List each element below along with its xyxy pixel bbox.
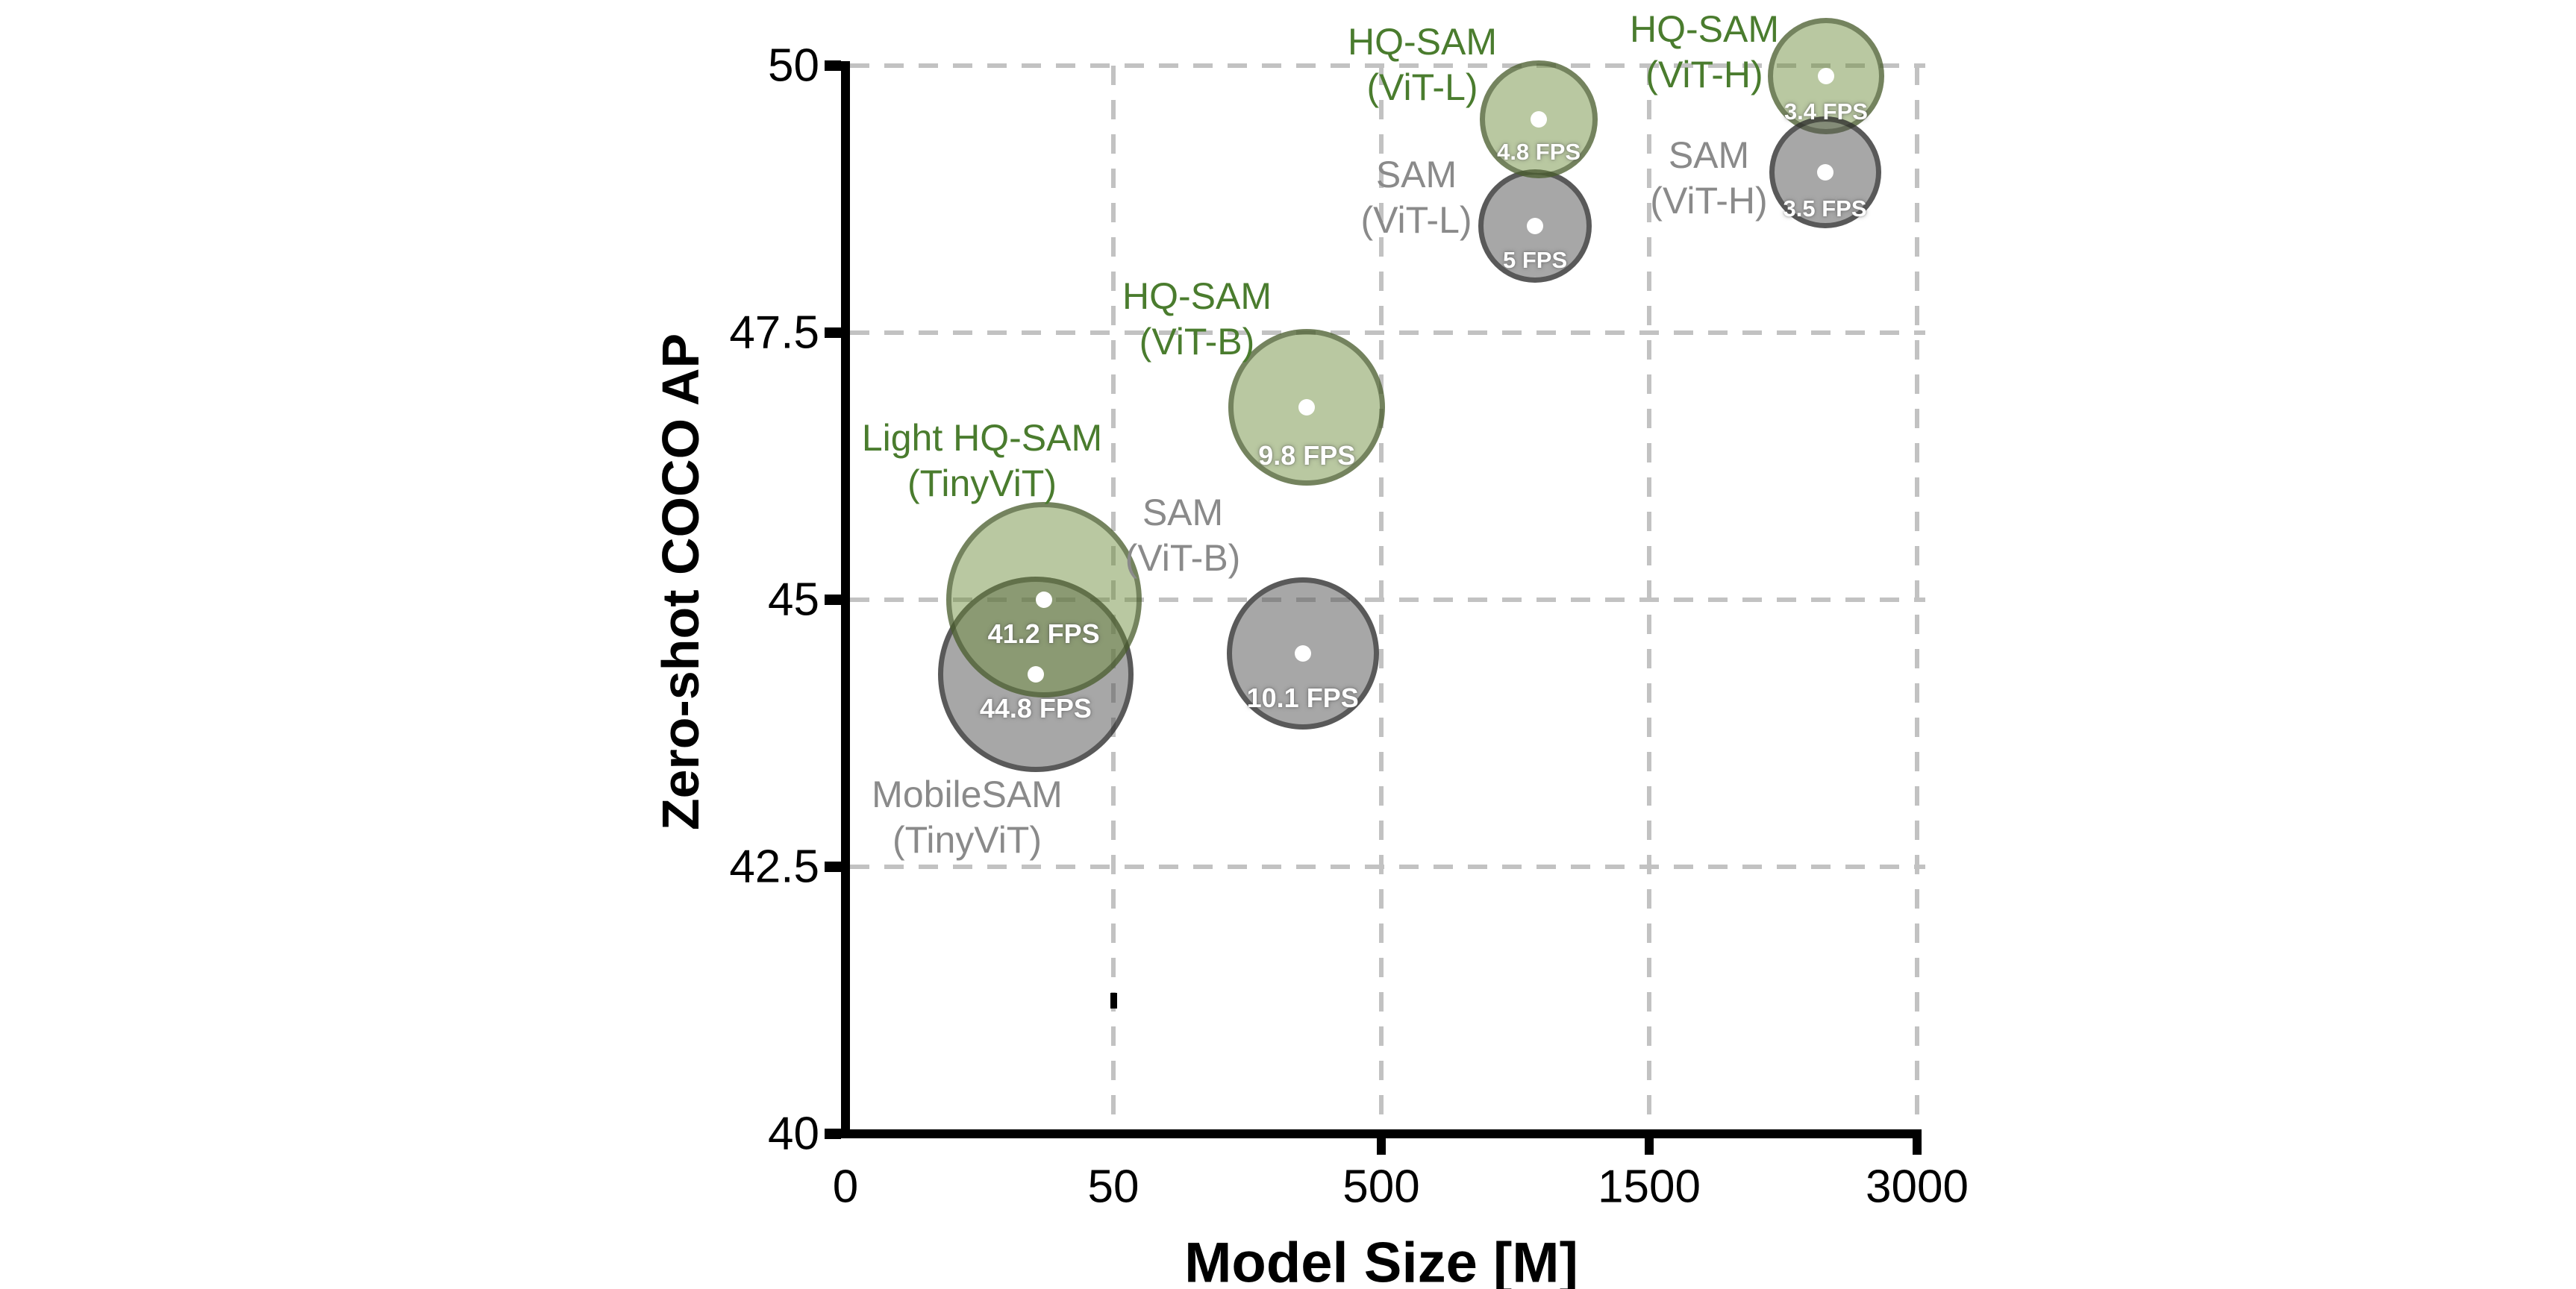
bubble-center-dot-hq-sam-vit-h (1817, 68, 1834, 85)
fps-label-light-hq-sam: 41.2 FPS (987, 618, 1100, 649)
y-tick-label-45: 45 (768, 574, 819, 626)
y-tick-40 (825, 1129, 841, 1139)
x-axis-title: Model Size [M] (1184, 1231, 1578, 1289)
y-tick-label-40: 40 (768, 1108, 819, 1160)
x-tick-label-50: 50 (1087, 1161, 1139, 1213)
bubble-center-dot-sam-vit-h (1816, 164, 1833, 181)
y-tick-47.5 (825, 327, 841, 338)
model-label-sam-vit-h: SAM (ViT-H) (1650, 134, 1768, 222)
model-label-sam-vit-b: SAM (ViT-B) (1125, 492, 1241, 579)
gridline-y-45 (850, 598, 1925, 602)
x-tick-1500 (1645, 1138, 1654, 1155)
y-tick-label-47.5: 47.5 (729, 307, 819, 359)
x-axis-spine (841, 1129, 1922, 1138)
model-label-mobilesam: MobileSAM (TinyViT) (872, 774, 1063, 861)
x-tick-500 (1377, 1138, 1386, 1155)
gridline-x-500 (1379, 66, 1384, 1129)
gridline-y-42.5 (850, 865, 1925, 869)
gridline-y-47.5 (850, 330, 1925, 335)
x-tick-label-1500: 1500 (1598, 1161, 1701, 1213)
fps-label-hq-sam-vit-b: 9.8 FPS (1258, 440, 1356, 471)
y-tick-label-50: 50 (768, 40, 819, 92)
y-tick-label-42.5: 42.5 (729, 841, 819, 893)
model-label-light-hq-sam: Light HQ-SAM (TinyViT) (861, 417, 1103, 504)
gridline-y-50 (850, 63, 1925, 68)
x-tick-label-3000: 3000 (1866, 1161, 1969, 1213)
bubble-hq-sam-vit-b (1228, 329, 1386, 486)
bubble-hq-sam-vit-l (1480, 60, 1598, 178)
model-label-sam-vit-l: SAM (ViT-L) (1360, 154, 1472, 241)
y-tick-42.5 (825, 862, 841, 872)
bubble-center-dot-sam-vit-b (1294, 644, 1311, 662)
y-tick-45 (825, 595, 841, 605)
bubble-center-dot-hq-sam-vit-b (1298, 399, 1316, 416)
bubble-center-dot-hq-sam-vit-l (1531, 110, 1548, 128)
x-tick-label-0: 0 (832, 1161, 859, 1213)
model-label-hq-sam-vit-l: HQ-SAM (ViT-L) (1348, 21, 1497, 108)
fps-label-hq-sam-vit-l: 4.8 FPS (1497, 139, 1581, 166)
bubble-center-dot-mobilesam (1027, 666, 1044, 683)
stray-mark (1110, 993, 1117, 1009)
fps-label-sam-vit-l: 5 FPS (1502, 247, 1568, 274)
fps-label-sam-vit-h: 3.5 FPS (1783, 195, 1867, 222)
fps-label-mobilesam: 44.8 FPS (979, 693, 1092, 724)
x-tick-3000 (1913, 1138, 1922, 1155)
y-axis-title: Zero-shot COCO AP (651, 333, 710, 831)
model-label-hq-sam-vit-b: HQ-SAM (ViT-B) (1122, 275, 1272, 363)
gridline-x-3000 (1915, 66, 1919, 1129)
model-label-hq-sam-vit-h: HQ-SAM (ViT-H) (1630, 8, 1779, 95)
fps-label-sam-vit-b: 10.1 FPS (1246, 682, 1359, 713)
bubble-center-dot-light-hq-sam (1035, 592, 1052, 608)
y-axis-spine (841, 61, 850, 1138)
fps-label-hq-sam-vit-h: 3.4 FPS (1783, 98, 1868, 125)
y-tick-50 (825, 60, 841, 71)
bubble-center-dot-sam-vit-l (1527, 217, 1544, 234)
x-tick-label-500: 500 (1342, 1161, 1420, 1213)
gridline-x-1500 (1647, 66, 1651, 1129)
